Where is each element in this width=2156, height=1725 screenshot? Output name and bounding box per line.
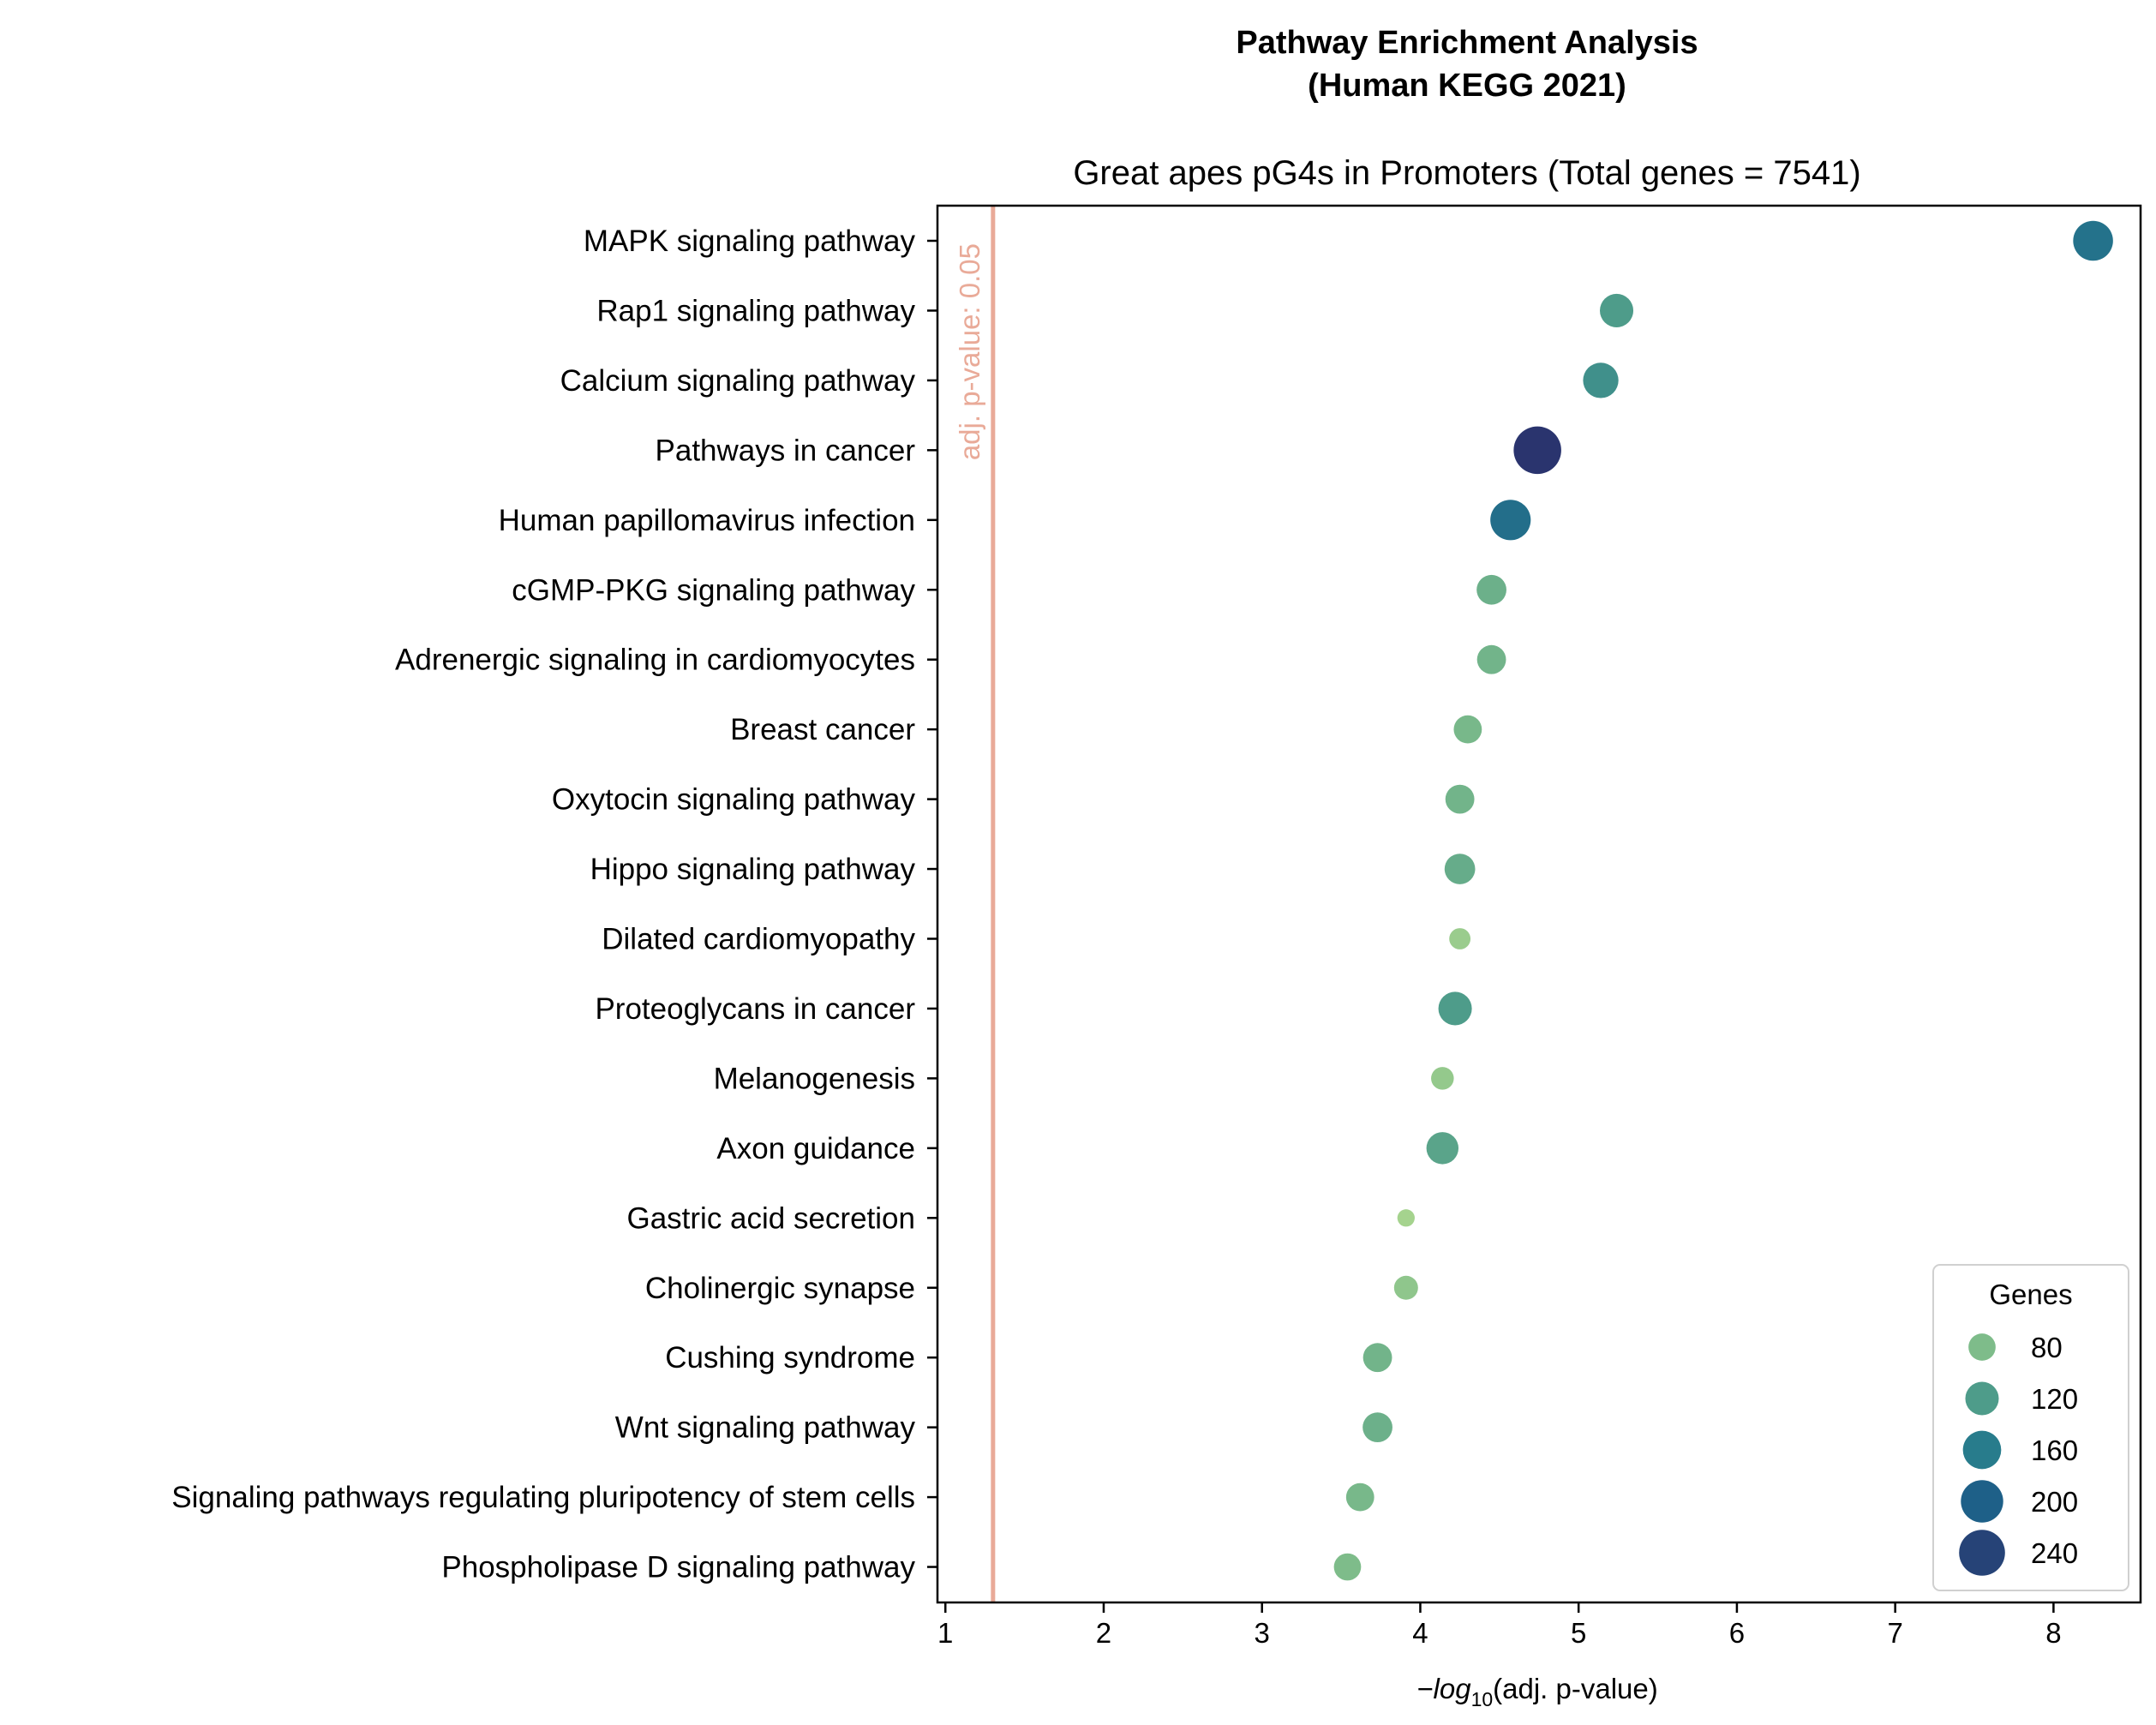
data-point [1426,1132,1459,1165]
data-point [1476,644,1506,674]
data-point [1397,1209,1415,1227]
y-tick-label: Human papillomavirus infection [499,504,915,537]
data-point [1362,1412,1392,1443]
x-tick-label: 4 [1412,1617,1428,1649]
legend-marker [1968,1333,1996,1361]
x-axis-label: −log10(adj. p-value) [1416,1673,1658,1710]
x-axis-label-suffix: (adj. p-value) [1493,1673,1658,1704]
y-tick-label: Proteoglycans in cancer [595,992,915,1026]
data-point [1345,1482,1374,1512]
legend-label: 240 [2031,1537,2078,1569]
y-tick-label: Axon guidance [716,1132,915,1165]
y-tick-label: Calcium signaling pathway [560,364,916,398]
y-tick-label: Wnt signaling pathway [615,1411,916,1445]
legend-marker [1959,1530,2005,1576]
x-axis-label-subscript: 10 [1471,1688,1494,1710]
data-point [1445,784,1475,814]
plot-frame [936,204,2142,1604]
y-tick-label: Oxytocin signaling pathway [552,783,916,817]
legend-marker [1962,1430,2002,1470]
y-tick-label: Melanogenesis [714,1062,915,1095]
data-point [1362,1343,1392,1373]
x-tick-label: 8 [2045,1617,2061,1649]
data-point [1583,362,1619,398]
y-tick-label: Dilated cardiomyopathy [602,923,915,956]
data-point [1599,293,1634,327]
y-tick-label: Pathways in cancer [656,434,916,467]
data-point [1393,1275,1418,1300]
y-tick-label: Signaling pathways regulating pluripoten… [171,1481,915,1514]
data-point [1513,426,1561,475]
y-tick-labels: MAPK signaling pathway Rap1 signaling pat… [171,225,937,1584]
x-tick-label: 2 [1096,1617,1111,1649]
y-tick-label: Rap1 signaling pathway [596,294,915,327]
data-point [1438,991,1472,1026]
data-point [1449,928,1471,949]
legend-entries: 80 120 160 200 240 [1959,1332,2078,1576]
y-tick-label: Cushing syndrome [665,1341,915,1375]
x-tick-label: 3 [1255,1617,1270,1649]
chart-title: Pathway Enrichment Analysis [1236,25,1698,61]
data-point [1444,854,1476,884]
y-tick-label: Hippo signaling pathway [590,853,916,886]
legend-marker [1961,1480,2003,1523]
legend-label: 200 [2031,1486,2078,1518]
x-tick-label: 7 [1887,1617,1902,1649]
x-tick-label: 5 [1571,1617,1586,1649]
threshold-layer: adj. p-value: 0.05 [954,206,996,1602]
y-tick-label: Adrenergic signaling in cardiomyocytes [395,644,915,677]
legend: Genes 80 120 160 200 240 [1932,1264,2129,1591]
chart-subtitle: Great apes pG4s in Promoters (Total gene… [1073,154,1860,192]
data-point [1431,1067,1454,1090]
y-tick-label: Phospholipase D signaling pathway [441,1551,915,1584]
data-point [1476,574,1506,605]
x-ticks: 1 2 3 4 5 6 7 8 [937,1602,2062,1649]
threshold-label: adj. p-value: 0.05 [954,243,985,460]
x-axis-label-prefix: −log [1416,1673,1471,1704]
y-tick-label: Cholinergic synapse [645,1272,915,1305]
data-point [1453,715,1482,744]
legend-marker [1965,1381,1999,1416]
y-tick-label: Breast cancer [730,713,915,746]
data-points [1333,220,2113,1581]
y-tick-label: cGMP-PKG signaling pathway [512,573,915,607]
data-point [1490,500,1531,541]
x-tick-label: 1 [937,1617,953,1649]
legend-title: Genes [1989,1279,2072,1310]
y-tick-label: Gastric acid secretion [626,1201,915,1235]
legend-label: 80 [2031,1332,2063,1363]
legend-label: 120 [2031,1383,2078,1415]
legend-label: 160 [2031,1435,2078,1466]
data-point [1333,1553,1362,1581]
chart-title-line2: (Human KEGG 2021) [1308,68,1626,104]
x-tick-label: 6 [1729,1617,1745,1649]
data-point [2073,220,2113,261]
y-tick-label: MAPK signaling pathway [584,225,916,258]
